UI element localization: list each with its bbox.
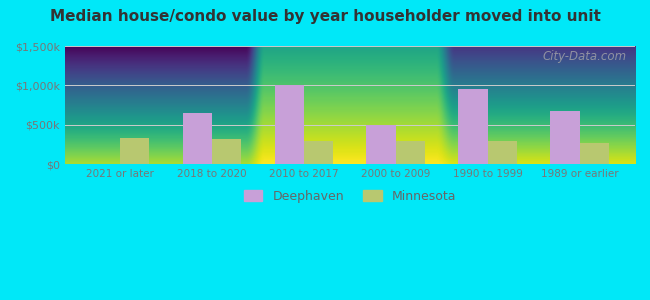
Legend: Deephaven, Minnesota: Deephaven, Minnesota: [239, 184, 461, 208]
Bar: [396, 141, 425, 164]
Bar: [580, 143, 609, 164]
Bar: [367, 125, 396, 164]
Bar: [120, 138, 150, 164]
Bar: [551, 111, 580, 164]
Bar: [183, 113, 212, 164]
Bar: [304, 141, 333, 164]
Bar: [488, 141, 517, 164]
Bar: [212, 139, 241, 164]
Bar: [458, 89, 488, 164]
Bar: [274, 85, 304, 164]
Text: City-Data.com: City-Data.com: [542, 50, 627, 62]
Text: Median house/condo value by year householder moved into unit: Median house/condo value by year househo…: [49, 9, 601, 24]
